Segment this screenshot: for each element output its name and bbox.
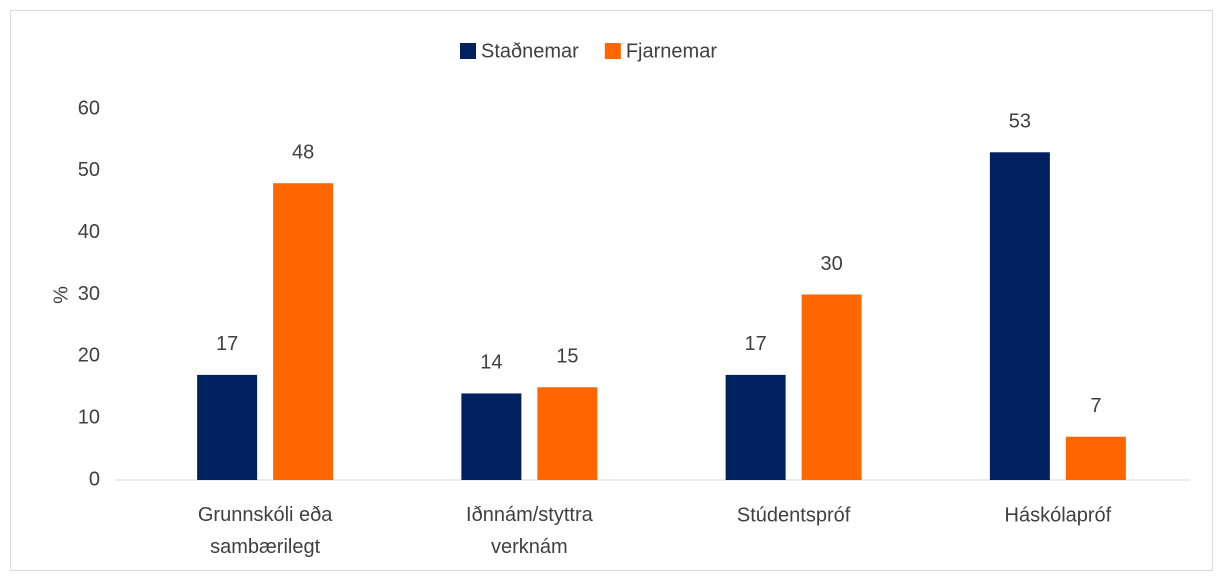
y-tick-label: 60 [78, 97, 100, 119]
bar [1065, 436, 1126, 480]
bar [537, 387, 598, 480]
legend-label: Staðnemar [481, 40, 579, 62]
y-tick-label: 0 [89, 468, 100, 490]
data-label: 17 [216, 333, 238, 355]
bar [989, 152, 1050, 481]
y-tick-label: 20 [78, 345, 100, 367]
data-label: 7 [1090, 395, 1101, 417]
y-tick-label: 40 [78, 221, 100, 243]
y-axis-title: % [50, 286, 72, 304]
legend-swatch [460, 43, 476, 59]
y-tick-label: 50 [78, 159, 100, 181]
data-label: 14 [480, 352, 502, 374]
data-label: 17 [745, 333, 767, 355]
legend-label: Fjarnemar [626, 40, 717, 62]
bar [461, 393, 522, 480]
data-label: 15 [556, 346, 578, 368]
x-tick-label: Háskólapróf [1005, 504, 1112, 526]
bar [273, 183, 334, 480]
bar [197, 374, 258, 480]
y-tick-label: 10 [78, 406, 100, 428]
x-tick-label: Iðnnám/styttra verknám [466, 504, 594, 558]
y-tick-label: 30 [78, 283, 100, 305]
legend-swatch [604, 43, 621, 59]
data-label: 30 [821, 253, 843, 275]
x-tick-label: Stúdentspróf [737, 504, 851, 526]
bar [801, 294, 862, 480]
data-label: 53 [1009, 111, 1031, 133]
x-tick-label: Grunnskóli eða sambærilegt [198, 504, 333, 558]
data-label: 48 [292, 141, 314, 163]
bar [725, 374, 786, 480]
